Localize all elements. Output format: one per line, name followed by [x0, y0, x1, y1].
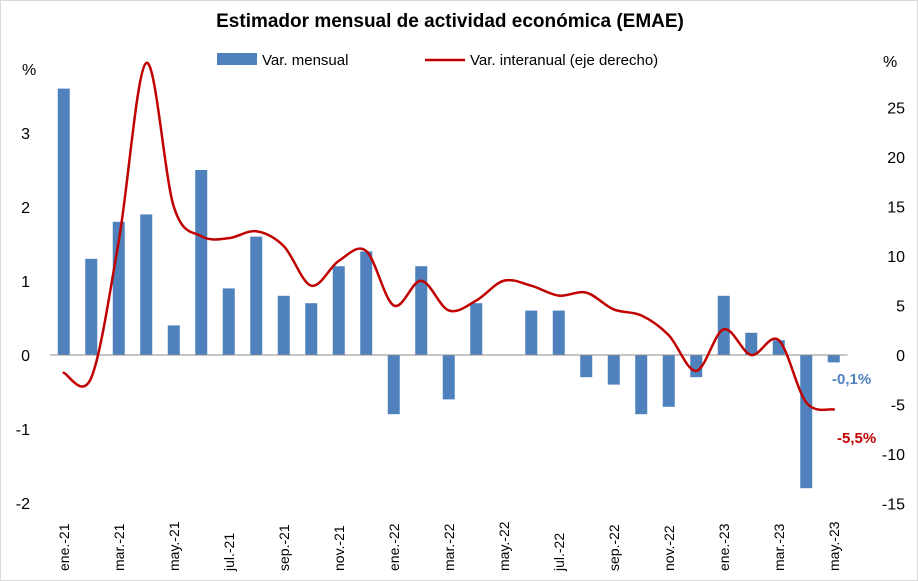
- bar-series-var-mensual: [57, 88, 840, 489]
- bar-sep.-21: [277, 295, 290, 355]
- x-tick-label: ene.-21: [56, 523, 72, 571]
- bar-feb.-22: [415, 266, 428, 355]
- legend: Var. mensual Var. interanual (eje derech…: [217, 52, 658, 69]
- left-tick-label: -2: [16, 496, 30, 513]
- bar-abr.-22: [470, 303, 483, 355]
- right-tick-label: -5: [891, 398, 905, 415]
- x-tick-label: sep.-22: [606, 524, 622, 571]
- right-axis-ticks: -15 -10 -5 0 5 10 15 20 25: [882, 101, 905, 514]
- chart-title: Estimador mensual de actividad económica…: [216, 11, 684, 32]
- left-axis-unit: %: [22, 62, 36, 79]
- bar-jul.-21: [222, 288, 235, 355]
- bar-ago.-22: [580, 355, 593, 378]
- legend-label-var-mensual: Var. mensual: [262, 52, 348, 69]
- right-tick-label: -10: [882, 447, 905, 464]
- bar-jul.-22: [552, 310, 565, 355]
- right-tick-label: 10: [887, 249, 905, 266]
- right-tick-label: 15: [887, 200, 905, 217]
- bar-sep.-22: [607, 355, 620, 385]
- bar-may.-21: [167, 325, 180, 355]
- right-tick-label: 0: [896, 348, 905, 365]
- bar-may.-23: [827, 355, 840, 363]
- bar-dic.-22: [690, 355, 703, 378]
- annotation-var-mensual: -0,1%: [832, 371, 871, 388]
- right-tick-label: -15: [882, 497, 905, 514]
- bar-mar.-22: [442, 355, 455, 400]
- legend-label-var-interanual: Var. interanual (eje derecho): [470, 52, 658, 69]
- x-tick-label: jul.-22: [551, 533, 567, 572]
- bar-ene.-21: [57, 88, 70, 355]
- x-tick-label: may.-22: [496, 521, 512, 571]
- bar-jun.-22: [525, 310, 538, 355]
- bar-nov.-21: [332, 266, 345, 355]
- x-tick-label: nov.-21: [331, 525, 347, 571]
- bar-ene.-23: [717, 295, 730, 355]
- x-tick-label: may.-21: [166, 521, 182, 571]
- bar-ene.-22: [387, 355, 400, 415]
- right-tick-label: 20: [887, 150, 905, 167]
- x-tick-label: ene.-23: [716, 523, 732, 571]
- right-tick-label: 25: [887, 101, 905, 118]
- right-tick-label: 5: [896, 299, 905, 316]
- x-tick-label: sep.-21: [276, 524, 292, 571]
- bar-nov.-22: [662, 355, 675, 407]
- line-series-var-interanual: [62, 61, 835, 412]
- bar-feb.-21: [85, 258, 98, 355]
- bar-ago.-21: [250, 236, 263, 355]
- x-tick-label: jul.-21: [221, 533, 237, 572]
- x-axis-ticks: ene.-21 mar.-21 may.-21 jul.-21 sep.-21 nov.-…: [56, 521, 842, 572]
- left-tick-label: 0: [21, 348, 30, 365]
- bar-dic.-21: [360, 251, 373, 355]
- bar-oct.-22: [635, 355, 648, 415]
- bar-abr.-21: [140, 214, 153, 355]
- x-tick-label: mar.-23: [771, 523, 787, 571]
- left-tick-label: 1: [21, 274, 30, 291]
- bar-feb.-23: [745, 332, 758, 355]
- left-axis-ticks: -2 -1 0 1 2 3: [16, 126, 30, 513]
- bar-jun.-21: [195, 170, 208, 355]
- left-tick-label: 3: [21, 126, 30, 143]
- left-tick-label: -1: [16, 422, 30, 439]
- right-axis-unit: %: [883, 54, 897, 71]
- x-tick-label: mar.-21: [111, 523, 127, 571]
- x-tick-label: mar.-22: [441, 523, 457, 571]
- annotations: -0,1% -5,5%: [832, 371, 876, 447]
- bar-abr.-23: [800, 355, 813, 489]
- annotation-var-interanual: -5,5%: [837, 430, 876, 447]
- x-tick-label: ene.-22: [386, 523, 402, 571]
- x-tick-label: may.-23: [826, 521, 842, 571]
- legend-swatch-var-mensual: [217, 53, 257, 65]
- left-tick-label: 2: [21, 200, 30, 217]
- x-tick-label: nov.-22: [661, 525, 677, 571]
- bar-oct.-21: [305, 303, 318, 355]
